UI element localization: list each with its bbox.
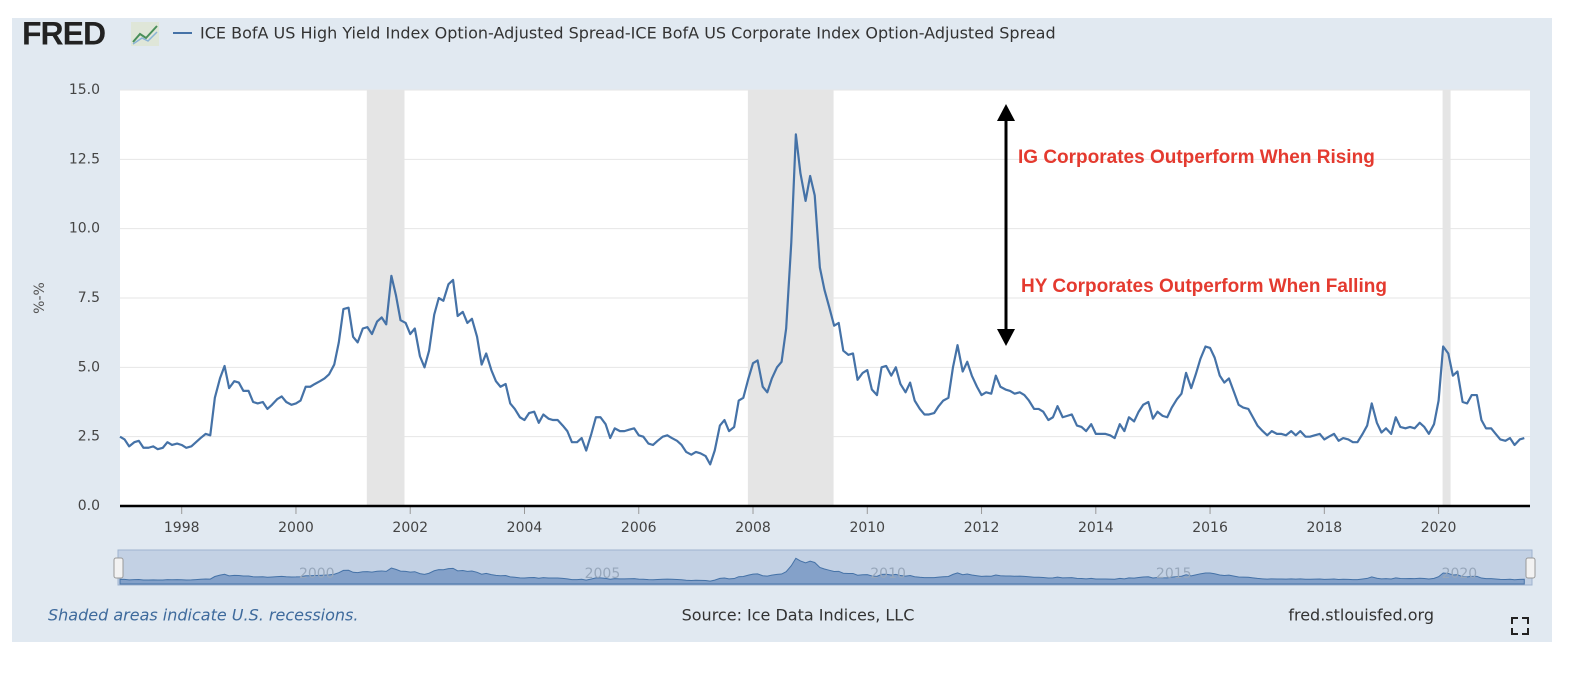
plot: 0.0 2.5 5.0 7.5 10.0 12.5 15.0 1998 2000 2002 2004…: [69, 82, 1530, 536]
y-tick-label: 5.0: [78, 359, 100, 375]
x-tick-label: 2004: [507, 520, 543, 536]
x-tick-label: 2000: [278, 520, 314, 536]
y-tick-label: 10.0: [69, 221, 100, 237]
x-tick-label: 2002: [392, 520, 428, 536]
annotation: IG Corporates Outperform When Rising: [1018, 147, 1375, 168]
x-tick-label: 1998: [164, 520, 200, 536]
x-tick-label: 2008: [735, 520, 771, 536]
y-tick-label: 7.5: [78, 290, 100, 306]
source: Source: Ice Data Indices, LLC: [682, 606, 915, 625]
site-link[interactable]: fred.stlouisfed.org: [1288, 606, 1434, 625]
series-line: [119, 133, 1525, 466]
x-tick-label: 2018: [1307, 520, 1343, 536]
navigator-label: 2015: [1156, 566, 1192, 582]
y-tick-label: 0.0: [78, 498, 100, 514]
note: Shaded areas indicate U.S. recessions.: [48, 606, 358, 625]
navigator-label: 2000: [299, 566, 335, 582]
y-tick-label: 15.0: [69, 82, 100, 98]
x-tick-label: 2012: [964, 520, 1000, 536]
recession-band: [366, 90, 405, 506]
annotation: HY Corporates Outperform When Falling: [1021, 276, 1387, 297]
x-tick-label: 2006: [621, 520, 657, 536]
navigator-label: 2010: [870, 566, 906, 582]
navigator-label: 2020: [1442, 566, 1478, 582]
navigator-area: [119, 557, 1525, 585]
y-axis-label: %-%: [32, 282, 48, 314]
recession-band: [747, 90, 834, 506]
navigator-label: 2005: [585, 566, 621, 582]
x-tick-label: 2016: [1192, 520, 1228, 536]
x-tick-label: 2010: [849, 520, 885, 536]
x-tick-label: 2020: [1421, 520, 1457, 536]
fullscreen-button[interactable]: [1511, 617, 1529, 635]
legend-label: ICE BofA US High Yield Index Option-Adju…: [200, 24, 1056, 43]
navigator[interactable]: 2000 2005 2010 2015 2020: [113, 549, 1536, 586]
navigator-handle[interactable]: [1525, 557, 1536, 579]
y-tick-label: 2.5: [78, 429, 100, 445]
x-tick-label: 2014: [1078, 520, 1114, 536]
y-tick-label: 12.5: [69, 151, 100, 167]
logo: FRED: [22, 15, 105, 51]
recession-band: [1442, 90, 1451, 506]
logo-icon: [131, 22, 159, 46]
arrow: [997, 104, 1015, 346]
navigator-handle[interactable]: [113, 557, 124, 579]
